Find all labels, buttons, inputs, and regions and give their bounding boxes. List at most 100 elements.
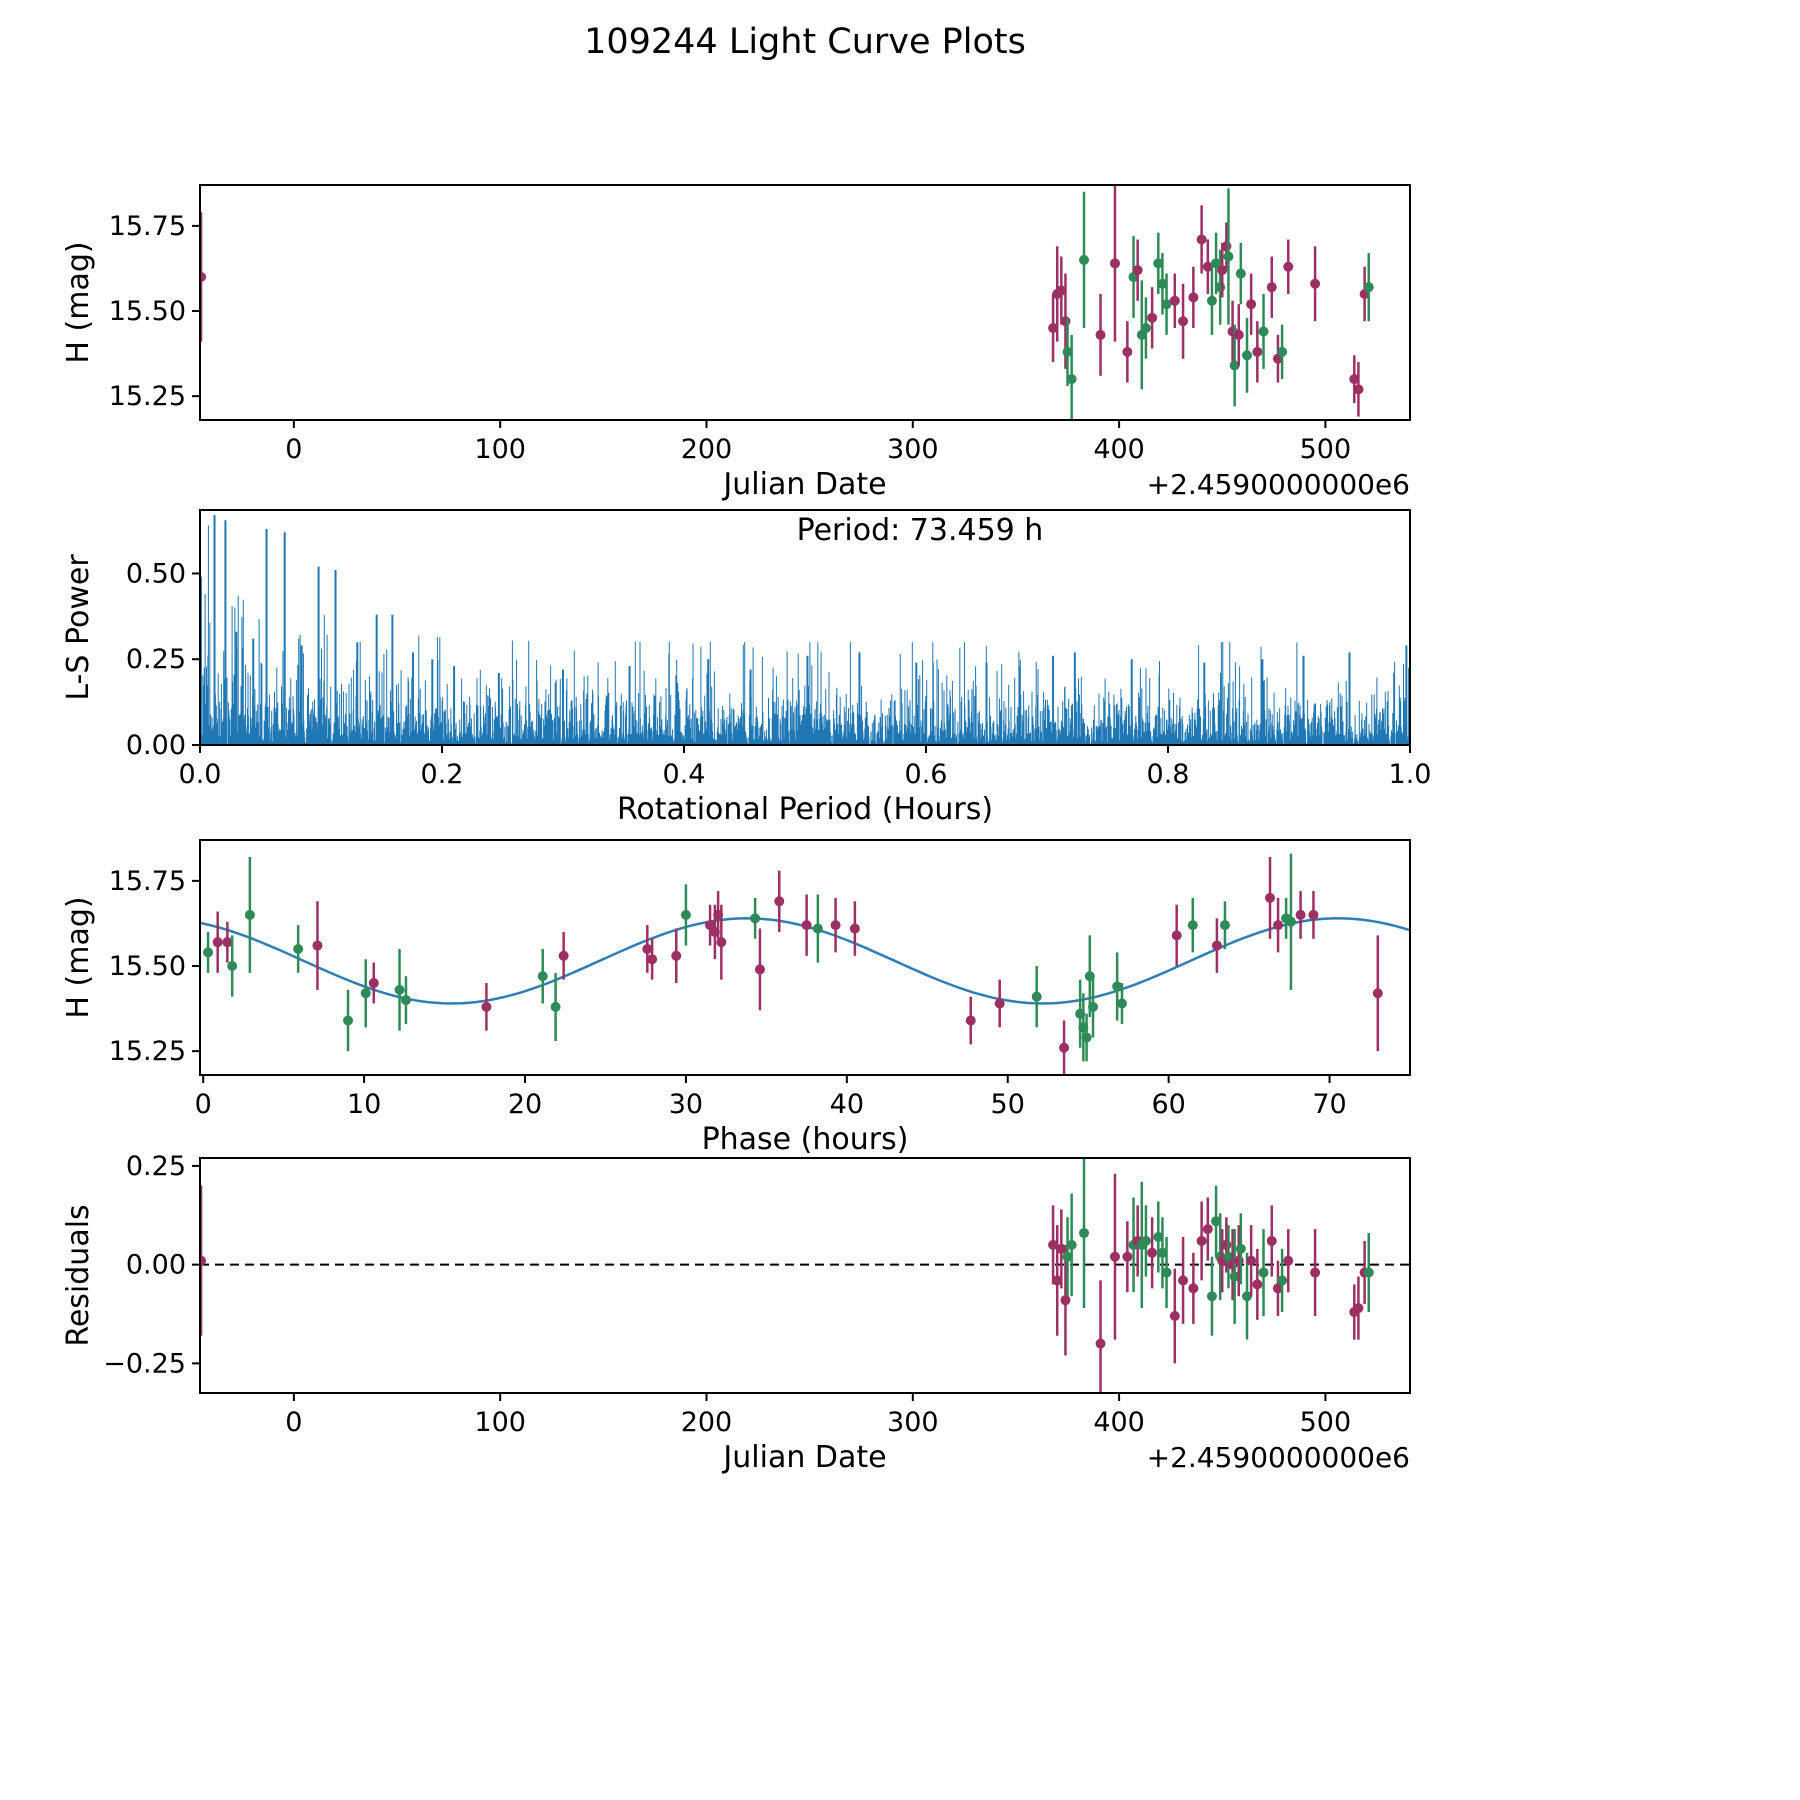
data-point xyxy=(1188,1283,1199,1294)
data-point xyxy=(1310,278,1321,289)
data-point xyxy=(754,964,765,975)
data-point xyxy=(812,923,823,934)
data-point xyxy=(1283,261,1294,272)
x-tick-label: 0.4 xyxy=(663,759,706,790)
data-point xyxy=(1147,312,1158,323)
data-point xyxy=(774,896,785,907)
data-point xyxy=(1252,1279,1263,1290)
data-point xyxy=(1246,1255,1257,1266)
data-point xyxy=(1242,350,1253,361)
data-point xyxy=(1223,1251,1234,1262)
data-point xyxy=(1056,285,1067,296)
y-tick-label: 0.25 xyxy=(126,644,186,675)
data-point xyxy=(244,909,255,920)
data-point xyxy=(537,971,548,982)
data-point xyxy=(1095,1338,1106,1349)
x-tick-label: 0.0 xyxy=(179,759,222,790)
x-tick-label: 300 xyxy=(887,434,939,465)
data-point xyxy=(1079,1228,1090,1239)
data-point xyxy=(1266,282,1277,293)
x-tick-label: 500 xyxy=(1300,1407,1352,1438)
data-point xyxy=(680,909,691,920)
data-point xyxy=(1060,1295,1071,1306)
data-point xyxy=(394,984,405,995)
data-point xyxy=(1060,316,1071,327)
plot-jd-mag: 0 100 200 300 400 500 15.25 15.50 15.75 Julian Da… xyxy=(61,184,1411,502)
x-tick-label: 400 xyxy=(1093,1407,1145,1438)
data-point xyxy=(1031,991,1042,1002)
axes-box xyxy=(199,1157,1411,1394)
data-point xyxy=(1353,1303,1364,1314)
data-point xyxy=(1265,892,1276,903)
x-tick-label: 0.2 xyxy=(421,759,464,790)
data-point xyxy=(1048,323,1059,334)
x-tick-label: 100 xyxy=(474,1407,526,1438)
y-tick-label: 0.50 xyxy=(126,558,186,589)
x-axis-title: Julian Date xyxy=(721,1440,886,1475)
y-tick-label: 0.25 xyxy=(126,1151,186,1182)
data-point xyxy=(1258,1267,1269,1278)
data-point xyxy=(1229,1271,1240,1282)
x-tick-label: 200 xyxy=(681,1407,733,1438)
x-tick-label: 0.8 xyxy=(1147,759,1190,790)
x-tick-label: 1.0 xyxy=(1389,759,1432,790)
y-tick-label: 15.25 xyxy=(109,1036,186,1067)
data-point xyxy=(1273,920,1284,931)
data-point xyxy=(1233,1255,1244,1266)
data-point xyxy=(1169,295,1180,306)
data-point xyxy=(1062,346,1073,357)
x-tick-label: 0 xyxy=(195,1089,212,1120)
data-point xyxy=(1056,1243,1067,1254)
data-point xyxy=(550,1001,561,1012)
data-point xyxy=(1109,1251,1120,1262)
data-point xyxy=(1122,1251,1133,1262)
x-tick-label: 0.6 xyxy=(905,759,948,790)
y-axis-title: Residuals xyxy=(61,1204,96,1346)
data-point xyxy=(1132,265,1143,276)
data-point xyxy=(1310,1267,1321,1278)
data-point xyxy=(1363,282,1374,293)
data-point xyxy=(801,920,812,931)
data-point xyxy=(1202,261,1213,272)
data-point xyxy=(830,920,841,931)
x-axis-offset-text: +2.4590000000e6 xyxy=(1147,468,1410,501)
data-point xyxy=(368,978,379,989)
x-axis-title: Julian Date xyxy=(721,467,886,502)
data-point xyxy=(1233,329,1244,340)
data-point xyxy=(1221,1239,1232,1250)
axes-box xyxy=(199,509,1411,746)
data-point xyxy=(1161,299,1172,310)
data-point xyxy=(1112,981,1123,992)
x-tick-label: 10 xyxy=(347,1089,381,1120)
y-axis-title: H (mag) xyxy=(61,896,96,1018)
data-point xyxy=(1081,1032,1092,1043)
data-point xyxy=(1171,930,1182,941)
data-point xyxy=(1202,1224,1213,1235)
data-point xyxy=(1122,346,1133,357)
data-point xyxy=(1349,374,1360,385)
data-point xyxy=(994,998,1005,1009)
data-point xyxy=(1157,1247,1168,1258)
data-point xyxy=(200,271,207,282)
data-point xyxy=(1219,920,1230,931)
x-tick-label: 500 xyxy=(1300,434,1352,465)
data-point xyxy=(1277,346,1288,357)
data-point xyxy=(1235,1243,1246,1254)
data-point xyxy=(1363,1267,1374,1278)
data-point xyxy=(1266,1235,1277,1246)
data-point xyxy=(1066,1239,1077,1250)
data-point xyxy=(1196,234,1207,245)
data-point xyxy=(1272,1283,1283,1294)
data-point xyxy=(481,1001,492,1012)
y-tick-label: 0.00 xyxy=(126,730,186,761)
data-point xyxy=(1140,1235,1151,1246)
data-point xyxy=(1048,1239,1059,1250)
data-point xyxy=(1206,295,1217,306)
x-tick-label: 70 xyxy=(1312,1089,1346,1120)
figure-title: 109244 Light Curve Plots xyxy=(584,22,1026,62)
data-point xyxy=(400,995,411,1006)
x-axis-offset-text: +2.4590000000e6 xyxy=(1147,1441,1410,1474)
data-point xyxy=(227,961,238,972)
